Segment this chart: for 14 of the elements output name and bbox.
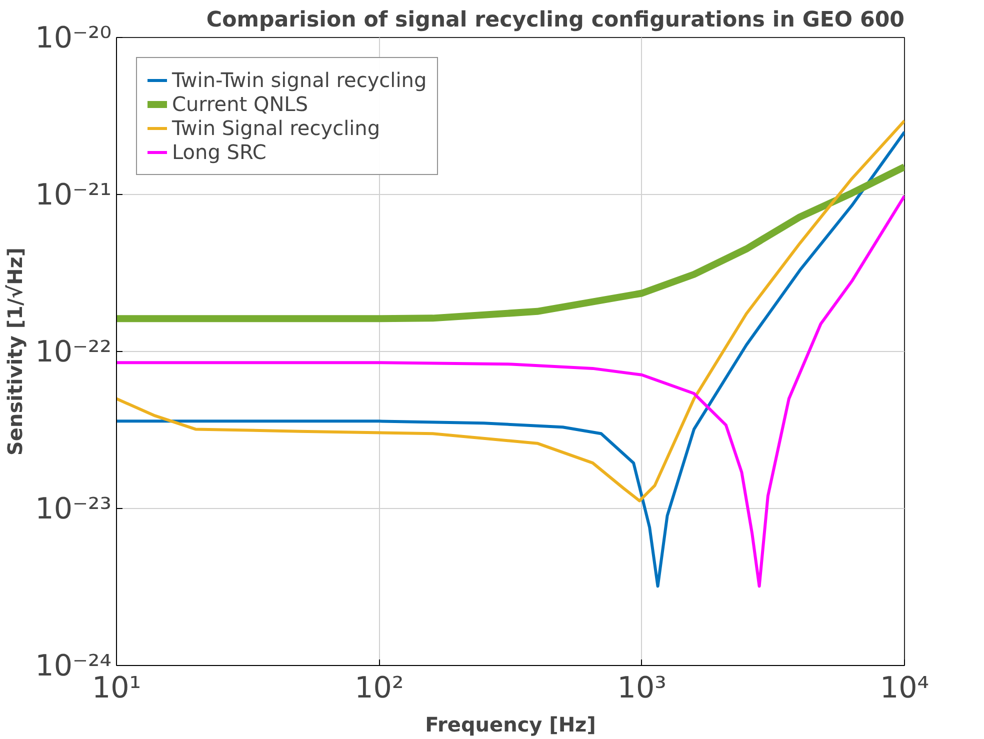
y-tick-label: 10⁻²¹	[35, 178, 112, 212]
x-tick-label: 10²	[354, 670, 404, 704]
y-axis-title: Sensitivity [1/√Hz]	[3, 247, 28, 456]
x-axis-title: Frequency [Hz]	[425, 712, 596, 736]
x-tick-label: 10³	[617, 670, 666, 704]
y-tick-label: 10⁻²³	[35, 492, 112, 526]
y-tick-label: 10⁻²²	[35, 334, 112, 368]
legend-label: Current QNLS	[172, 92, 308, 116]
chart-title: Comparision of signal recycling configurations in GEO 600	[206, 8, 905, 32]
x-tick-label: 10⁴	[880, 670, 930, 704]
legend-label: Twin Signal recycling	[172, 116, 380, 140]
legend-label: Long SRC	[172, 140, 266, 164]
y-tick-label: 10⁻²⁰	[35, 20, 112, 54]
legend-label: Twin-Twin signal recycling	[172, 68, 427, 92]
